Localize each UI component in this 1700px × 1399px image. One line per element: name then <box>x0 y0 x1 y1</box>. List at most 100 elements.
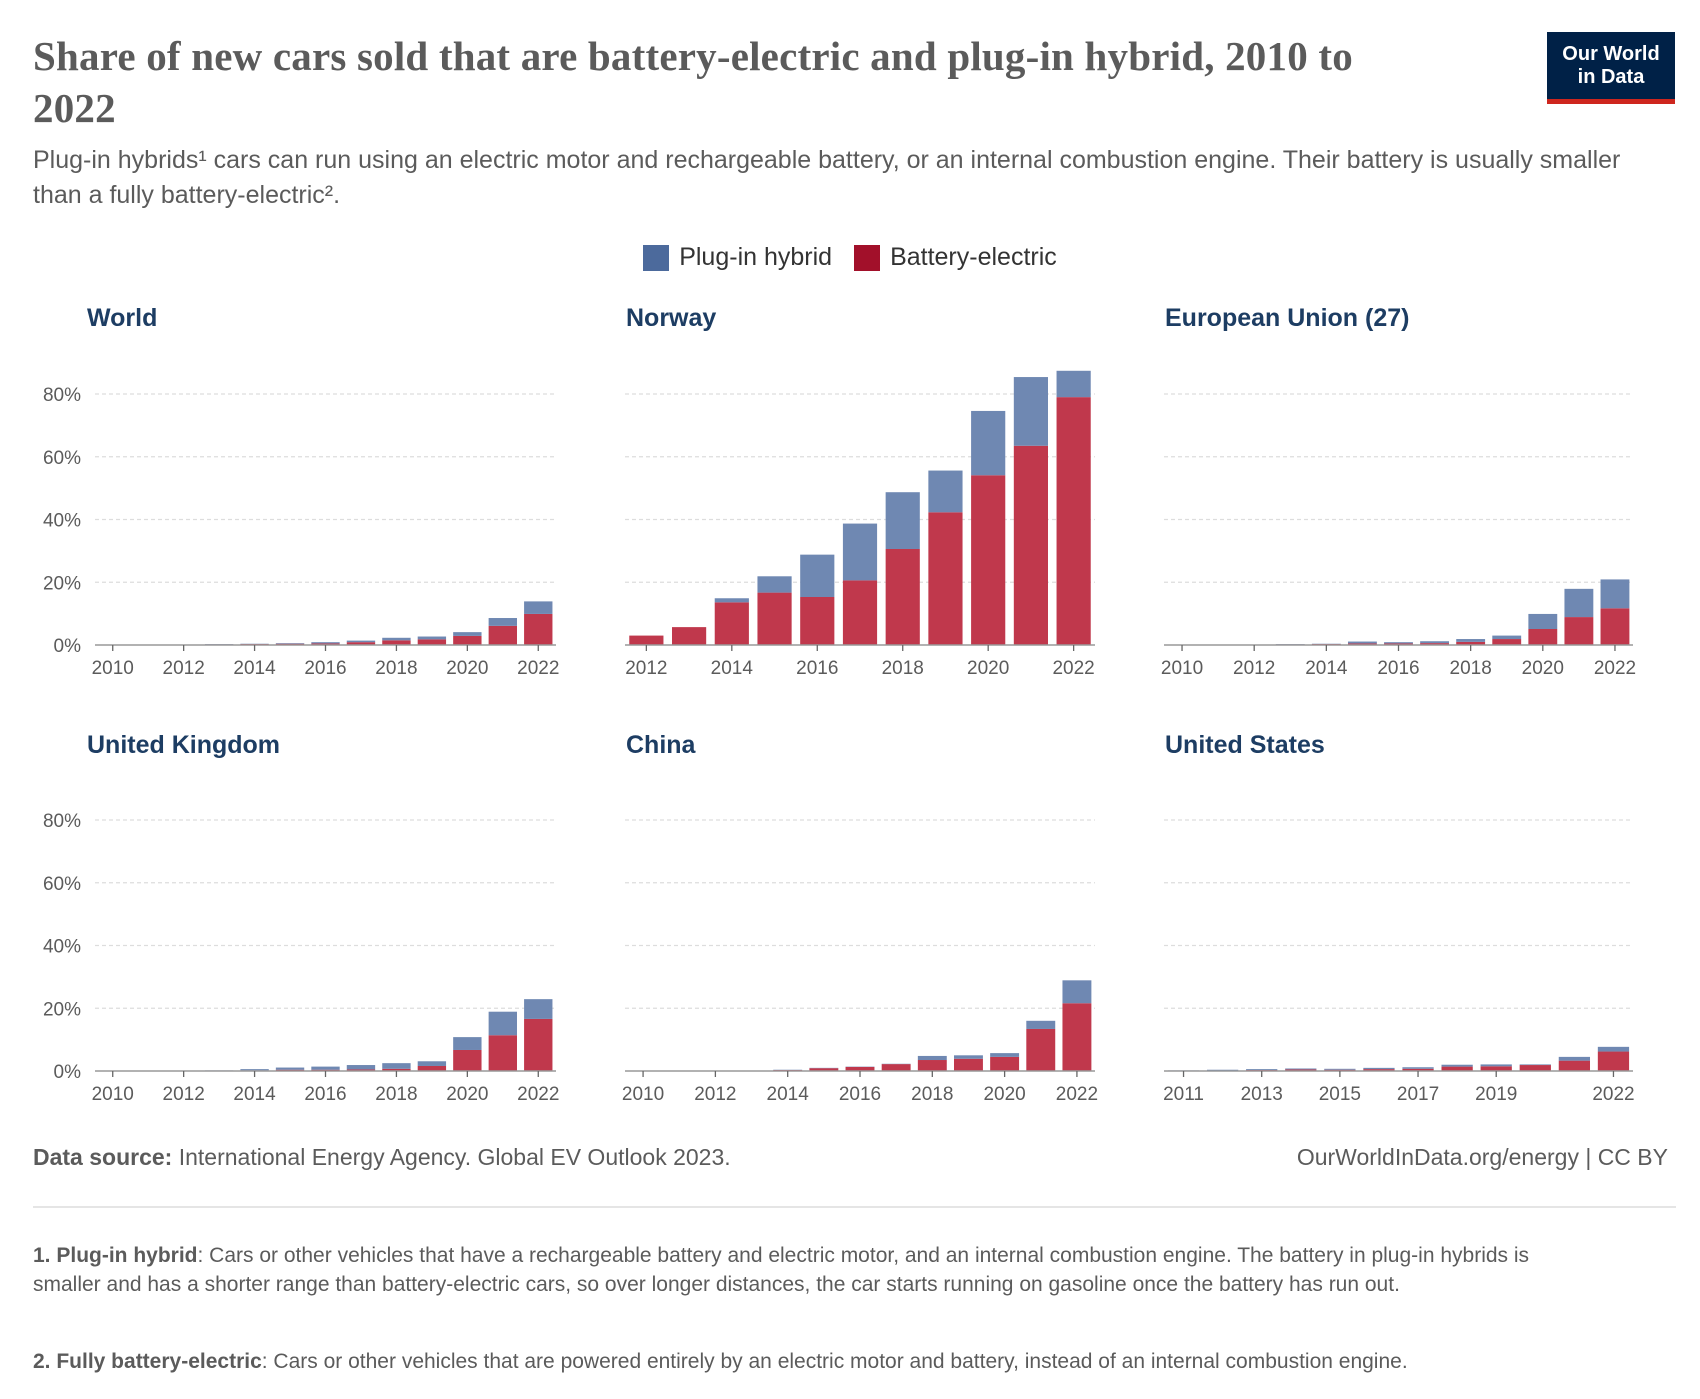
chart-title: Share of new cars sold that are battery-… <box>33 33 1353 131</box>
x-tick-label: 2020 <box>1522 658 1564 679</box>
bar-plug-in-hybrid-2022 <box>1600 579 1630 609</box>
bar-battery-electric-2022 <box>1062 1003 1092 1071</box>
x-tick-label: 2015 <box>1319 1084 1361 1105</box>
owid-logo[interactable]: Our World in Data <box>1547 32 1675 104</box>
x-tick-label: 2022 <box>1592 1084 1634 1105</box>
bar-battery-electric-2016 <box>311 643 340 645</box>
bar-plug-in-hybrid-2014 <box>240 1069 269 1071</box>
bar-battery-electric-2019 <box>417 639 447 645</box>
y-tick-label: 60% <box>43 448 81 469</box>
bar-plug-in-hybrid-2019 <box>1492 635 1522 640</box>
bar-plug-in-hybrid-2015 <box>1347 641 1377 644</box>
logo-line-1: Our World <box>1562 43 1660 65</box>
bar-plug-in-hybrid-2022 <box>1597 1046 1630 1052</box>
bar-plug-in-hybrid-2021 <box>488 1011 517 1036</box>
panel-title-china: China <box>626 731 696 759</box>
legend-item-plug-in-hybrid[interactable]: Plug-in hybrid <box>643 243 832 272</box>
bar-plug-in-hybrid-2018 <box>1456 639 1486 642</box>
legend-swatch-battery-electric <box>854 244 881 271</box>
bar-battery-electric-2015 <box>809 1068 839 1071</box>
bar-battery-electric-2021 <box>488 625 517 645</box>
bar-plug-in-hybrid-2022 <box>524 601 553 614</box>
bar-battery-electric-2020 <box>971 475 1006 645</box>
bar-battery-electric-2022 <box>1600 608 1630 645</box>
footnote-2-text: : Cars or other vehicles that are powere… <box>261 1350 1408 1373</box>
bar-battery-electric-2015 <box>1347 643 1377 645</box>
y-tick-label: 40% <box>43 511 81 532</box>
bar-battery-electric-2019 <box>417 1065 447 1071</box>
bar-plug-in-hybrid-2018 <box>382 637 411 641</box>
bar-plug-in-hybrid-2022 <box>524 999 553 1019</box>
bar-plug-in-hybrid-2018 <box>917 1055 947 1061</box>
bar-plug-in-hybrid-2014 <box>1285 1068 1317 1070</box>
bar-battery-electric-2016 <box>800 596 835 645</box>
bar-plug-in-hybrid-2018 <box>885 492 920 549</box>
x-tick-label: 2014 <box>233 1084 276 1105</box>
bar-battery-electric-2017 <box>842 580 878 645</box>
bar-battery-electric-2021 <box>1026 1028 1056 1071</box>
bar-battery-electric-2022 <box>524 1018 553 1071</box>
bar-plug-in-hybrid-2020 <box>1528 613 1558 629</box>
bar-plug-in-hybrid-2015 <box>275 643 305 644</box>
bar-battery-electric-2015 <box>757 592 792 645</box>
panel-title-us: United States <box>1165 731 1325 759</box>
y-tick-label: 40% <box>43 937 81 958</box>
source-url-link[interactable]: OurWorldInData.org/energy | CC BY <box>1296 1144 1668 1170</box>
panel-title-eu: European Union (27) <box>1165 304 1410 332</box>
bar-plug-in-hybrid-2021 <box>1558 1056 1591 1061</box>
x-tick-label: 2010 <box>622 1084 664 1105</box>
legend-item-battery-electric[interactable]: Battery-electric <box>854 243 1057 272</box>
x-tick-label: 2011 <box>1163 1084 1204 1105</box>
footnote-2: 2. Fully battery-electric: Cars or other… <box>33 1347 1593 1376</box>
bar-battery-electric-2018 <box>382 1068 411 1071</box>
legend-swatch-plug-in-hybrid <box>643 244 670 271</box>
bar-plug-in-hybrid-2020 <box>1519 1064 1551 1066</box>
x-tick-label: 2014 <box>233 658 276 679</box>
bar-battery-electric-2022 <box>1597 1051 1630 1071</box>
bar-battery-electric-2017 <box>346 1069 376 1071</box>
bar-plug-in-hybrid-2020 <box>971 410 1006 476</box>
bar-battery-electric-2018 <box>1456 641 1486 645</box>
bar-plug-in-hybrid-2017 <box>1420 641 1450 644</box>
legend: Plug-in hybrid Battery-electric <box>0 243 1700 272</box>
bar-battery-electric-2014 <box>1285 1069 1317 1071</box>
x-tick-label: 2022 <box>1594 658 1636 679</box>
bar-plug-in-hybrid-2015 <box>275 1067 305 1070</box>
bar-battery-electric-2021 <box>1013 445 1048 645</box>
bar-plug-in-hybrid-2021 <box>1564 588 1594 618</box>
x-tick-label: 2020 <box>446 1084 488 1105</box>
bar-plug-in-hybrid-2016 <box>800 554 835 597</box>
bar-battery-electric-2021 <box>1564 617 1594 645</box>
bar-battery-electric-2020 <box>453 635 482 645</box>
x-tick-label: 2010 <box>92 658 134 679</box>
chart-subtitle: Plug-in hybrids¹ cars can run using an e… <box>33 146 1621 209</box>
bar-plug-in-hybrid-2014 <box>714 598 749 603</box>
bar-plug-in-hybrid-2019 <box>417 1061 447 1066</box>
y-tick-label: 20% <box>43 573 81 594</box>
bar-battery-electric-2020 <box>990 1056 1020 1071</box>
bar-plug-in-hybrid-2019 <box>1480 1064 1512 1067</box>
data-source-label: Data source: <box>33 1144 173 1170</box>
x-tick-label: 2016 <box>304 658 346 679</box>
bar-plug-in-hybrid-2017 <box>346 1065 376 1070</box>
logo-line-2: in Data <box>1577 66 1645 88</box>
footnote-1-text: : Cars or other vehicles that have a rec… <box>33 1244 1530 1296</box>
bar-battery-electric-2021 <box>1558 1060 1591 1071</box>
bar-plug-in-hybrid-2016 <box>311 642 340 644</box>
data-source-text: International Energy Agency. Global EV O… <box>172 1144 731 1170</box>
footer-divider <box>33 1206 1676 1208</box>
x-tick-label: 2014 <box>767 1084 810 1105</box>
bar-plug-in-hybrid-2019 <box>417 636 447 640</box>
x-tick-label: 2022 <box>517 1084 559 1105</box>
footnote-1-label: 1. Plug-in hybrid <box>33 1244 198 1267</box>
footnote-1: 1. Plug-in hybrid: Cars or other vehicle… <box>33 1241 1593 1299</box>
x-tick-label: 2022 <box>1056 1084 1098 1105</box>
bar-plug-in-hybrid-2021 <box>1026 1020 1056 1029</box>
bar-plug-in-hybrid-2017 <box>1402 1067 1434 1069</box>
x-tick-label: 2019 <box>1475 1084 1517 1105</box>
x-tick-label: 2017 <box>1397 1084 1439 1105</box>
bar-battery-electric-2020 <box>1528 628 1558 645</box>
panel-title-world: World <box>87 304 158 332</box>
bar-plug-in-hybrid-2017 <box>346 640 376 643</box>
bar-battery-electric-2020 <box>453 1049 482 1071</box>
